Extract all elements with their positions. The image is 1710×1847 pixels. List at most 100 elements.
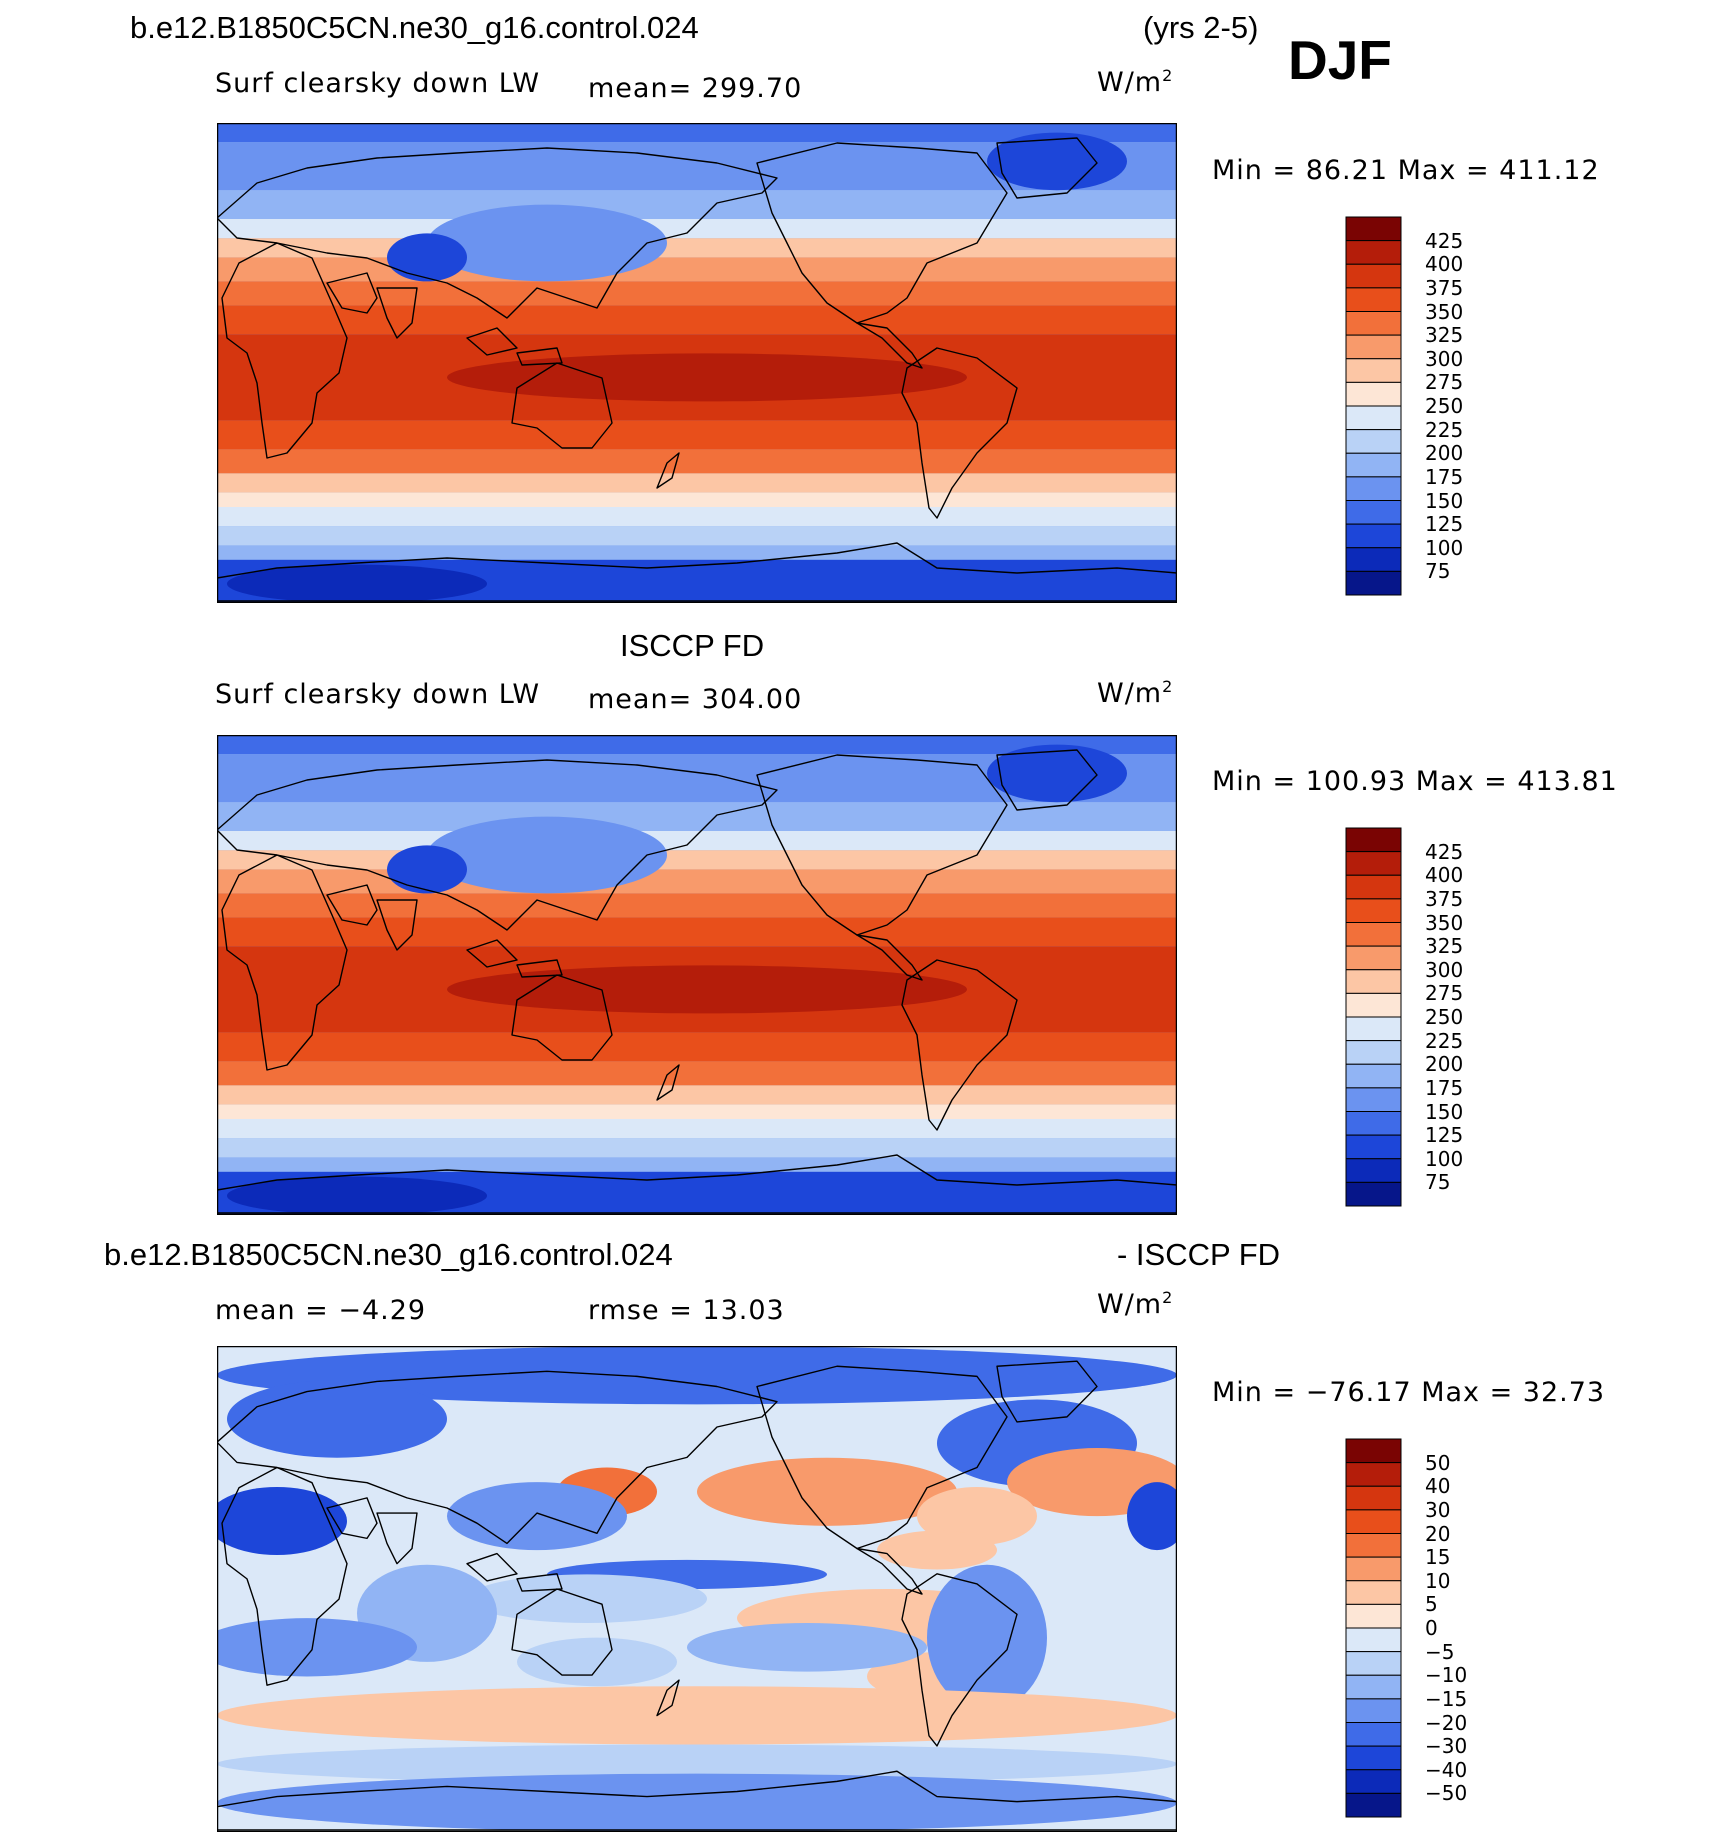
panel2-variable: Surf clearsky down LW <box>215 679 541 710</box>
colorbar-swatch <box>1345 405 1402 431</box>
map-band <box>217 831 1177 851</box>
colorbar-tick-label: 350 <box>1425 299 1464 324</box>
colorbar-swatch <box>1345 1158 1402 1183</box>
coastline <box>511 1588 613 1676</box>
map-band <box>217 492 1177 507</box>
panel1-variable: Surf clearsky down LW <box>215 68 541 99</box>
panel3-units: W/m2 <box>1097 1288 1174 1320</box>
panel1-minmax: Min = 86.21 Max = 411.12 <box>1212 155 1600 186</box>
coastline <box>996 749 1098 811</box>
colorbar-swatch <box>1345 381 1402 407</box>
map-band <box>217 735 1177 755</box>
map-anomaly <box>217 1773 1177 1832</box>
colorbar-swatch <box>1345 1087 1402 1112</box>
colorbar-tick-label: 10 <box>1425 1568 1451 1593</box>
coastline <box>901 959 1018 1131</box>
map-anomaly <box>217 1618 417 1677</box>
colorbar-tick-label: 350 <box>1425 910 1464 935</box>
panel1-mean: mean= 299.70 <box>588 73 803 104</box>
colorbar-swatch <box>1345 1580 1402 1605</box>
colorbar-swatch <box>1345 1698 1402 1723</box>
colorbar-swatch <box>1345 1603 1402 1629</box>
coastline <box>901 347 1018 519</box>
colorbar-tick-label: 30 <box>1425 1497 1451 1522</box>
colorbar-swatch <box>1345 263 1402 289</box>
colorbar-swatch <box>1345 1745 1402 1771</box>
colorbar-swatch <box>1345 1509 1402 1534</box>
map-band <box>217 917 1177 947</box>
colorbar-tick-label: 425 <box>1425 839 1464 864</box>
colorbar-tick-label: 225 <box>1425 1028 1464 1053</box>
map-anomaly <box>217 1744 1177 1784</box>
panel3-mean: mean = −4.29 <box>215 1295 427 1326</box>
coastline <box>221 242 348 459</box>
coastline <box>326 1497 418 1565</box>
colorbar-tick-label: 425 <box>1425 228 1464 253</box>
coastline <box>511 974 613 1061</box>
colorbar-tick-label: 250 <box>1425 1005 1464 1029</box>
map-band <box>217 238 1177 258</box>
coastline <box>856 934 923 981</box>
map-band <box>217 850 1177 870</box>
map-band <box>217 1138 1177 1158</box>
colorbar-swatch <box>1345 1556 1402 1582</box>
panel1-map <box>217 123 1177 603</box>
map-band <box>217 1085 1177 1105</box>
colorbar-swatch <box>1345 523 1402 549</box>
panel3-colorbar <box>1345 1438 1402 1818</box>
coastline <box>656 452 680 489</box>
map-anomaly <box>447 1482 627 1551</box>
coastline <box>756 142 1008 324</box>
colorbar-swatch <box>1345 240 1402 265</box>
colorbar-tick-label: −10 <box>1425 1663 1468 1688</box>
panel2-units: W/m2 <box>1097 677 1174 709</box>
colorbar-tick-label: −30 <box>1425 1734 1468 1759</box>
case-title: b.e12.B1850C5CN.ne30_g16.control.024 <box>130 10 699 45</box>
map-band <box>217 893 1177 918</box>
map-band <box>217 1032 1177 1062</box>
panel1-units: W/m2 <box>1097 66 1174 98</box>
coastline <box>221 854 348 1071</box>
colorbar-swatch <box>1345 570 1402 596</box>
coastline <box>856 1547 923 1595</box>
map-anomaly <box>217 1346 1177 1405</box>
colorbar-tick-label: 225 <box>1425 417 1464 442</box>
panel2-mean: mean= 304.00 <box>588 684 803 715</box>
colorbar-tick-label: 375 <box>1425 886 1464 911</box>
colorbar-swatch <box>1345 1674 1402 1700</box>
colorbar-tick-label: 15 <box>1425 1545 1451 1570</box>
colorbar-swatch <box>1345 1111 1402 1136</box>
coastline <box>901 1573 1018 1747</box>
colorbar-swatch <box>1345 945 1402 971</box>
colorbar-swatch <box>1345 547 1402 572</box>
map-band <box>217 869 1177 894</box>
colorbar-tick-label: 250 <box>1425 394 1464 418</box>
colorbar-swatch <box>1345 874 1402 900</box>
map-band <box>217 545 1177 560</box>
colorbar-swatch <box>1345 429 1402 454</box>
map-anomaly <box>217 1486 347 1555</box>
colorbar-tick-label: 40 <box>1425 1474 1451 1499</box>
panel3-minmax: Min = −76.17 Max = 32.73 <box>1212 1377 1606 1408</box>
coastline <box>217 1770 1177 1831</box>
panel2-minmax: Min = 100.93 Max = 413.81 <box>1212 766 1618 797</box>
map-band <box>217 190 1177 219</box>
colorbar-swatch <box>1345 311 1402 336</box>
colorbar-swatch <box>1345 1134 1402 1160</box>
colorbar-swatch <box>1345 1462 1402 1487</box>
colorbar-tick-label: 325 <box>1425 934 1464 959</box>
map-band <box>217 1157 1177 1172</box>
map-anomaly <box>1127 1482 1177 1551</box>
colorbar-swatch <box>1345 898 1402 923</box>
colorbar-tick-label: 5 <box>1425 1592 1438 1617</box>
map-band <box>217 1061 1177 1086</box>
colorbar-tick-label: 400 <box>1425 863 1464 888</box>
coastline <box>326 272 418 339</box>
colorbar-swatch <box>1345 1040 1402 1065</box>
colorbar-tick-label: −5 <box>1425 1639 1455 1664</box>
map-anomaly <box>877 1530 997 1570</box>
coastline <box>656 1064 680 1101</box>
colorbar-tick-label: 200 <box>1425 441 1464 466</box>
colorbar-tick-label: 325 <box>1425 323 1464 348</box>
map-band <box>217 1119 1177 1139</box>
